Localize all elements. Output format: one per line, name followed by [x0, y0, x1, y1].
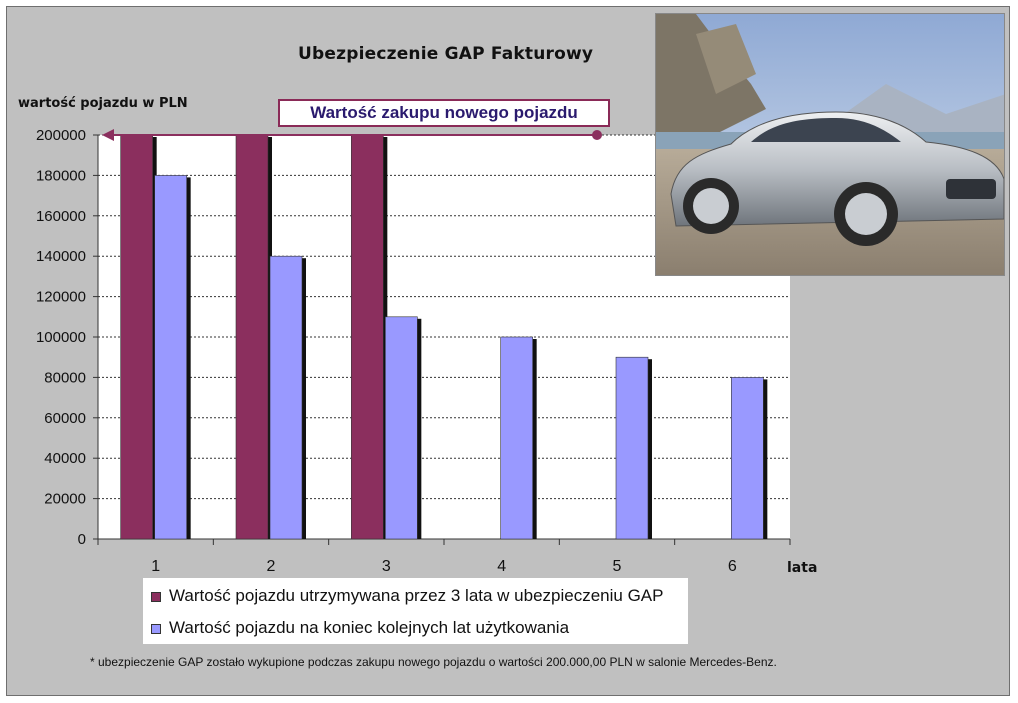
- y-tick-label: 180000: [36, 167, 86, 184]
- legend-item-value: Wartość pojazdu na koniec kolejnych lat …: [151, 617, 569, 639]
- y-tick-label: 120000: [36, 289, 86, 306]
- legend-label-value: Wartość pojazdu na koniec kolejnych lat …: [169, 618, 570, 637]
- car-photo-icon: [655, 13, 1005, 276]
- bar: [385, 316, 418, 540]
- y-tick-label: 80000: [44, 369, 86, 386]
- bar: [269, 255, 303, 540]
- bar: [120, 134, 153, 540]
- y-tick-label: 60000: [44, 410, 86, 427]
- x-tick-label: 5: [613, 558, 622, 575]
- legend-swatch-gap: [151, 591, 161, 602]
- x-tick-label: 4: [497, 558, 506, 575]
- x-tick-label: 6: [728, 558, 737, 575]
- bar: [235, 134, 269, 540]
- x-axis-label: lata: [787, 560, 818, 576]
- chart-title: Ubezpieczenie GAP Fakturowy: [298, 44, 594, 64]
- bar: [731, 377, 764, 540]
- footnote: * ubezpieczenie GAP zostało wykupione po…: [90, 655, 777, 669]
- x-tick-label: 1: [151, 558, 160, 575]
- legend-item-gap: Wartość pojazdu utrzymywana przez 3 lata…: [151, 585, 664, 607]
- bar: [351, 134, 384, 540]
- legend-label-gap: Wartość pojazdu utrzymywana przez 3 lata…: [169, 586, 664, 605]
- bar: [154, 175, 187, 540]
- y-tick-label: 160000: [36, 208, 86, 225]
- annotation-callout: Wartość zakupu nowego pojazdu: [278, 99, 610, 127]
- y-tick-label: 200000: [36, 127, 86, 144]
- bar: [500, 336, 533, 540]
- y-tick-label: 100000: [36, 329, 86, 346]
- annotation-arrowhead: [102, 129, 114, 141]
- y-tick-label: 40000: [44, 450, 86, 467]
- y-tick-label: 20000: [44, 491, 86, 508]
- y-axis-label: wartość pojazdu w PLN: [18, 96, 188, 111]
- bar: [615, 356, 649, 540]
- y-tick-label: 140000: [36, 248, 86, 265]
- y-tick-label: 0: [78, 531, 86, 548]
- annotation-arrow-end: [592, 130, 602, 140]
- chart-legend: Wartość pojazdu utrzymywana przez 3 lata…: [143, 578, 688, 644]
- x-tick-label: 3: [382, 558, 391, 575]
- x-tick-label: 2: [267, 558, 276, 575]
- legend-swatch-value: [151, 623, 161, 634]
